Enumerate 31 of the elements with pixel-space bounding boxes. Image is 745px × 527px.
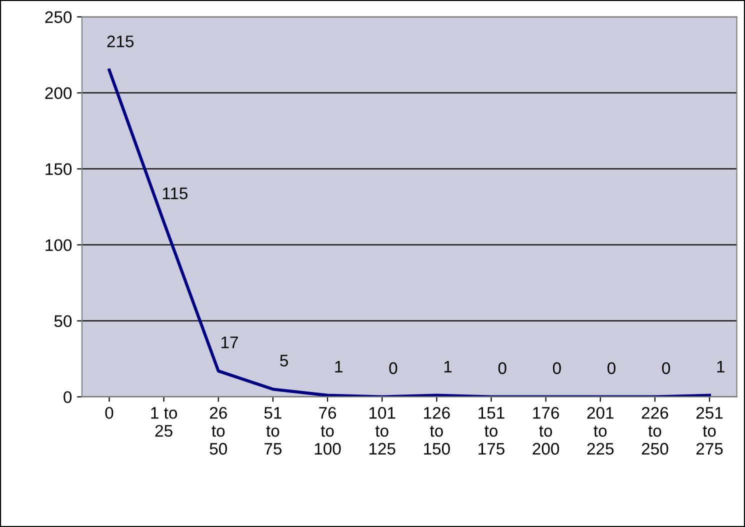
x-tick-label: 226 to 250	[642, 406, 668, 455]
data-label: 5	[280, 354, 288, 366]
x-tick-label: 151 to 175	[478, 407, 504, 455]
y-tick-label: 150	[46, 163, 72, 176]
line-series	[108, 68, 712, 397]
x-tick-label: 76 to 100	[314, 406, 341, 455]
data-label: 0	[662, 362, 670, 374]
x-tick-label: 26 to 50	[210, 406, 227, 455]
x-tick-label: 1 to 25	[151, 407, 178, 437]
x-tick-label: 101 to 125	[369, 406, 396, 455]
y-tick-label: 100	[46, 239, 72, 252]
data-label: 0	[552, 362, 561, 374]
data-label: 1	[717, 360, 724, 372]
y-tick-label: 0	[64, 391, 72, 404]
data-label: 1	[444, 360, 452, 372]
x-tick-label: 51 to 75	[264, 407, 282, 455]
y-tick-label: 200	[45, 87, 72, 100]
y-tick-label: 50	[54, 315, 72, 328]
data-label: 0	[498, 362, 506, 374]
x-tick-label: 176 to 200	[532, 406, 560, 455]
x-tick-label: 126 to 150	[424, 406, 450, 455]
data-label: 0	[389, 362, 398, 374]
x-tick-label: 201 to 225	[587, 406, 614, 455]
data-label: 17	[221, 336, 238, 348]
data-label: 1	[335, 360, 342, 372]
y-tick-label: 250	[45, 11, 72, 24]
x-tick-label: 251 to 275	[696, 406, 723, 455]
data-label: 115	[162, 188, 188, 200]
data-label: 0	[608, 362, 616, 374]
x-tick-label: 0	[105, 406, 114, 419]
data-label: 215	[107, 36, 134, 48]
